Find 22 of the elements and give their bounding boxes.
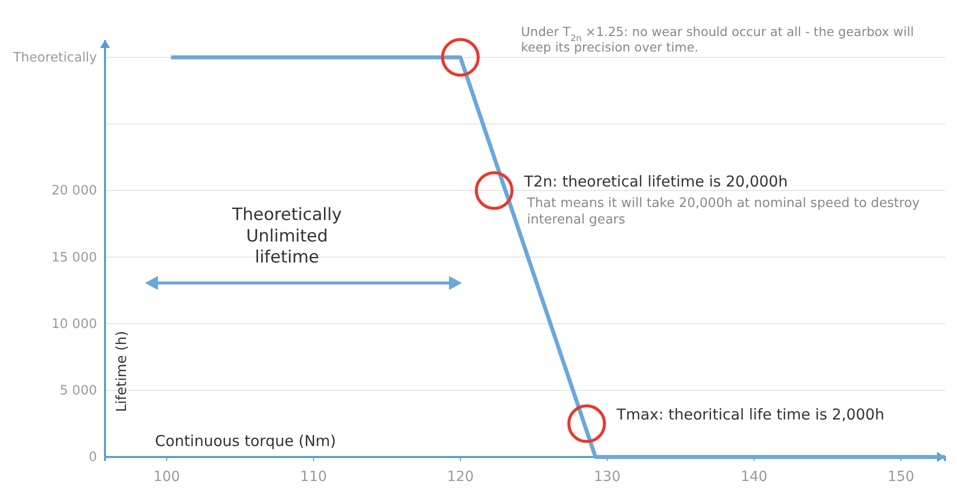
- y-tick-label: 10 000: [52, 316, 97, 332]
- x-tick-label: 140: [740, 468, 768, 485]
- point: [441, 38, 480, 77]
- y-axis-title: Lifetime (h): [114, 330, 130, 412]
- annotation: Theoretically Unlimited lifetime: [231, 205, 342, 268]
- x-axis-title: Continuous torque (Nm): [155, 432, 336, 450]
- x-tick-label: 130: [594, 468, 621, 485]
- x-tick-label: 100: [153, 468, 180, 485]
- y-tick-label: 5 000: [60, 384, 97, 399]
- point: [474, 171, 514, 210]
- y-tick-label: 0: [88, 450, 97, 466]
- x-tick-label: 120: [447, 468, 474, 485]
- annotation: That means it will take 20,000h at nominal speed to destroy interenal gears: [526, 196, 920, 228]
- x-tick-label: 150: [888, 468, 914, 485]
- y-tick-label: 15 000: [52, 250, 97, 266]
- annotation: T2n: theoretical lifetime is 20,000h: [523, 172, 788, 191]
- y-tick-label: Theoretically: [12, 50, 98, 66]
- point: [567, 404, 606, 443]
- annotation: Tmax: theoritical life time is 2,000h: [616, 406, 884, 424]
- annotation: Under T$_{2n}$ ×1.25: no wear should occur at all - the gearbox will keep its precision over time.: [521, 24, 914, 55]
- y-tick-label: 20 000: [52, 184, 97, 199]
- x-tick-label: 110: [300, 468, 327, 485]
